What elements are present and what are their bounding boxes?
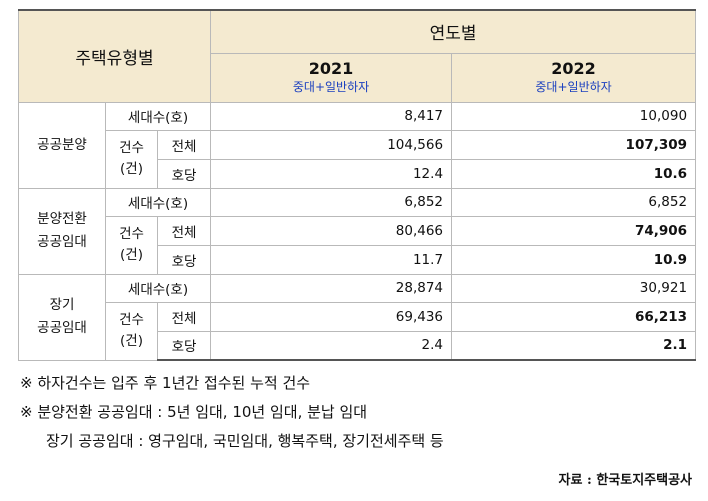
per-house-label: 호당: [156, 244, 212, 275]
table-row: 건수 (건) 전체 104,566 107,309: [19, 129, 697, 189]
count-label: 건수 (건): [105, 129, 158, 189]
total-2022: 66,213: [451, 301, 697, 332]
count-label: 건수 (건): [105, 301, 158, 361]
per-house-label: 호당: [156, 158, 212, 189]
per-house-2021: 12.4: [210, 158, 453, 189]
households-label: 세대수(호): [104, 273, 212, 303]
note-3: 장기 공공임대 : 영구임대, 국민임대, 행복주택, 장기전세주택 등: [46, 432, 444, 450]
table-row: 호당 2.4 2.1: [19, 330, 697, 361]
total-label: 전체: [156, 215, 212, 246]
count-label: 건수 (건): [105, 215, 158, 275]
total-2021: 69,436: [210, 301, 453, 332]
year-2022-header: 2022 중대+일반하자: [451, 52, 697, 103]
total-2021: 104,566: [210, 129, 453, 160]
total-2022: 107,309: [451, 129, 697, 160]
table-row: 분양전환 공공임대 세대수(호) 6,852 6,852: [18, 187, 697, 275]
table-row: 건수 (건) 전체 80,466 74,906: [19, 215, 697, 275]
group-label: 분양전환 공공임대: [18, 187, 106, 275]
households-2021: 28,874: [210, 273, 453, 303]
total-2021: 80,466: [210, 215, 453, 246]
housing-defect-table: 주택유형별 연도별 2021 중대+일반하자 2022 중대+일반하자 공공분양…: [17, 9, 697, 361]
table-row: 호당 11.7 10.9: [19, 244, 697, 275]
group-label: 공공분양: [18, 101, 106, 189]
year-header: 연도별: [210, 9, 697, 54]
group-label: 장기 공공임대: [18, 273, 106, 361]
per-house-2022: 10.6: [451, 158, 697, 189]
note-1: ※ 하자건수는 입주 후 1년간 접수된 누적 건수: [20, 374, 311, 392]
table-row: 장기 공공임대 세대수(호) 28,874 30,921: [18, 273, 697, 361]
per-house-2022: 2.1: [451, 330, 697, 361]
households-2022: 6,852: [451, 187, 697, 217]
year-2022-sub: 중대+일반하자: [535, 79, 612, 94]
total-label: 전체: [156, 301, 212, 332]
households-label: 세대수(호): [104, 101, 212, 131]
per-house-2021: 2.4: [210, 330, 453, 361]
per-house-2022: 10.9: [451, 244, 697, 275]
year-2021-header: 2021 중대+일반하자: [210, 52, 453, 103]
year-2022: 2022: [551, 58, 596, 78]
households-2022: 10,090: [451, 101, 697, 131]
per-house-2021: 11.7: [210, 244, 453, 275]
total-2022: 74,906: [451, 215, 697, 246]
table-row: 공공분양 세대수(호) 8,417 10,090: [18, 101, 697, 189]
households-2022: 30,921: [451, 273, 697, 303]
note-2: ※ 분양전환 공공임대 : 5년 임대, 10년 임대, 분납 임대: [20, 403, 368, 421]
type-header: 주택유형별: [17, 9, 212, 103]
households-2021: 6,852: [210, 187, 453, 217]
table-row: 건수 (건) 전체 69,436 66,213: [19, 301, 697, 361]
households-label: 세대수(호): [104, 187, 212, 217]
year-2021: 2021: [308, 58, 354, 78]
total-label: 전체: [156, 129, 212, 160]
per-house-label: 호당: [156, 330, 212, 361]
source-credit: 자료 : 한국토지주택공사: [558, 473, 692, 488]
households-2021: 8,417: [210, 101, 453, 131]
year-2021-sub: 중대+일반하자: [292, 79, 370, 94]
table-row: 호당 12.4 10.6: [19, 158, 697, 189]
